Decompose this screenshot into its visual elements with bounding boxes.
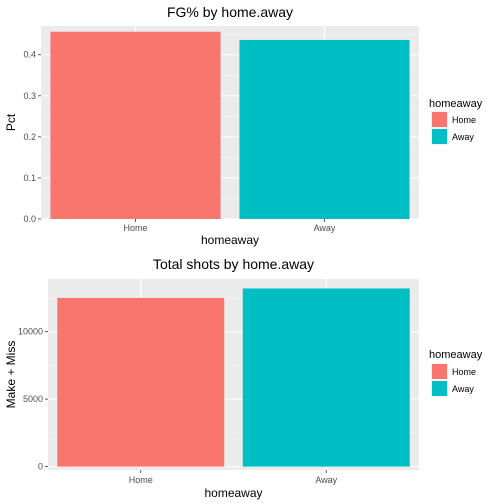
legend-label: Home (452, 115, 476, 125)
y-tick-label: 0.1 (23, 173, 36, 183)
x-tick-label: Home (123, 223, 147, 233)
x-axis-title: homeaway (204, 486, 262, 500)
bar-away (239, 39, 410, 219)
y-axis-title: Pct (4, 113, 18, 131)
bar-home (50, 31, 221, 220)
y-tick-label: 0.0 (23, 214, 36, 224)
bar-away (242, 288, 410, 467)
y-tick-label: 0.4 (23, 50, 36, 60)
y-tick-label: 0.2 (23, 132, 36, 142)
bar-home (57, 297, 225, 467)
legend-title: homeaway (429, 349, 483, 361)
x-axis-title: homeaway (201, 233, 259, 247)
y-tick-label: 5000 (23, 394, 43, 404)
y-tick-label: 10000 (18, 327, 43, 337)
chart-title: FG% by home.away (167, 4, 293, 20)
legend-label: Away (452, 384, 474, 394)
y-axis-title: Make + Miss (4, 341, 18, 409)
y-tick-label: 0 (38, 462, 43, 472)
legend-label: Away (452, 132, 474, 142)
x-tick-label: Away (315, 475, 337, 485)
legend-title: homeaway (429, 98, 483, 110)
chart-title: Total shots by home.away (153, 256, 314, 272)
legend-label: Home (452, 367, 476, 377)
x-tick-label: Away (314, 223, 336, 233)
y-tick-label: 0.3 (23, 91, 36, 101)
legend-swatch-away (432, 129, 447, 144)
legend-swatch-away (432, 381, 447, 396)
legend-swatch-home (432, 364, 447, 379)
legend-swatch-home (432, 112, 447, 127)
x-tick-label: Home (129, 475, 153, 485)
